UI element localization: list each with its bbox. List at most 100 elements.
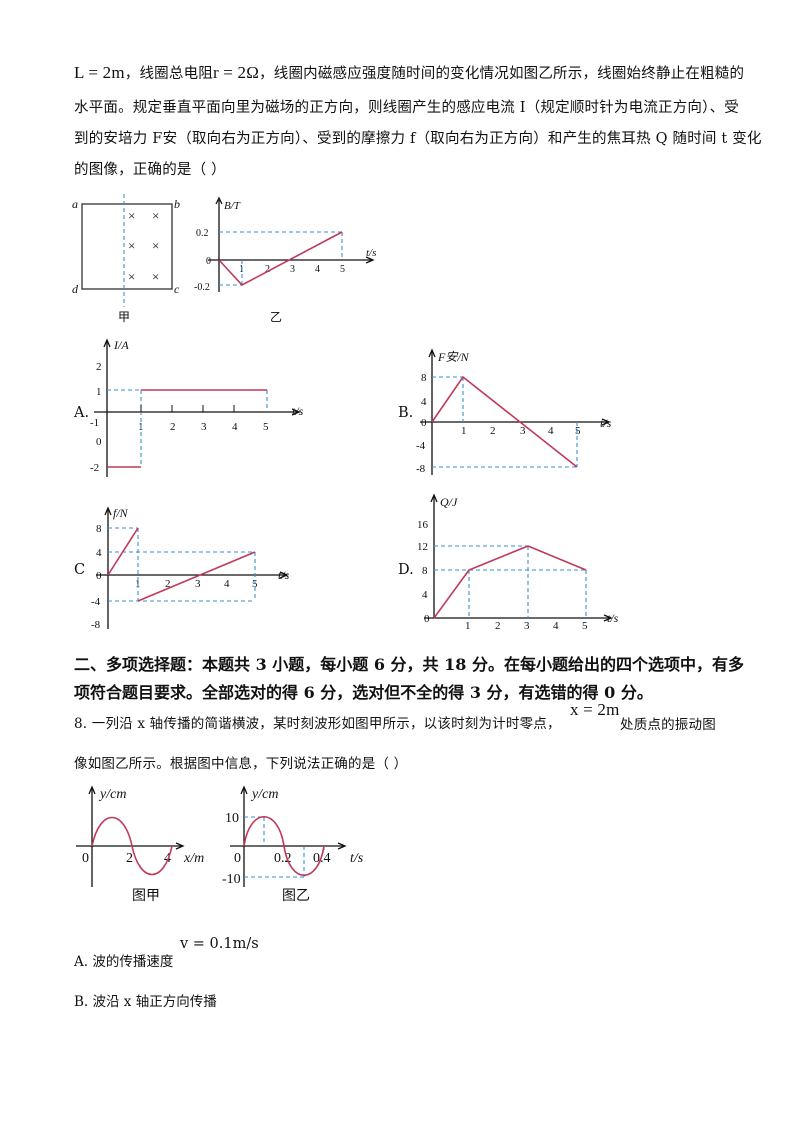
vib-ytick-neg10: -10 bbox=[222, 872, 241, 887]
corner-d: d bbox=[72, 282, 79, 296]
q7-line1-text-d: ，线圈内磁感应强度随时间的变化情况如图乙所示，线圈始终静止在粗糙的 bbox=[259, 66, 745, 82]
fig-jia-caption: 图甲 bbox=[132, 889, 160, 904]
c-xlabel: t/s bbox=[278, 568, 290, 582]
option-a-graph[interactable]: I/A t/s 0 2 1 -1 -2 1 2 3 4 5 bbox=[86, 335, 326, 485]
b-t-curve bbox=[218, 231, 343, 286]
velocity-formula: v = 0.1m/s bbox=[180, 936, 259, 952]
cross-icon: × bbox=[128, 208, 135, 223]
q8-fig-yi: y/cm t/s 0 10 -10 0.2 0.4 图乙 bbox=[222, 785, 364, 904]
q8-line-1: 8. 一列沿 x 轴传播的简谐横波，某时刻波形如图甲所示，以该时刻为计时零点， bbox=[74, 712, 561, 732]
cross-icon: × bbox=[152, 208, 159, 223]
option-c-graph[interactable]: f/N t/s 0 8 4 -4 -8 1 2 3 4 5 bbox=[88, 505, 308, 635]
corner-b: b bbox=[174, 197, 180, 211]
vib-xlabel: t/s bbox=[350, 851, 364, 866]
corner-a: a bbox=[72, 197, 78, 211]
option-a-letter[interactable]: A. bbox=[74, 405, 90, 421]
b-ytick-neg0.2: -0.2 bbox=[194, 282, 210, 293]
a-xtick: 2 bbox=[170, 421, 176, 433]
q7-line1-text-b: ，线圈总电阻 bbox=[124, 66, 213, 82]
d-xtick: 5 bbox=[582, 620, 588, 632]
c-ytick: -8 bbox=[91, 619, 101, 631]
b-opt-ylabel: F安/N bbox=[437, 350, 470, 364]
d-xtick: 3 bbox=[524, 620, 530, 632]
c-ytick: 4 bbox=[96, 547, 102, 559]
d-ylabel: Q/J bbox=[440, 495, 458, 509]
c-ytick: -4 bbox=[91, 596, 101, 608]
b-ytick-0.2: 0.2 bbox=[196, 228, 209, 239]
q7-line-1: L = 2m，线圈总电阻r = 2Ω，线圈内磁感应强度随时间的变化情况如图乙所示… bbox=[74, 62, 744, 83]
b-opt-ytick: -4 bbox=[416, 440, 426, 452]
q8-option-a[interactable]: A. 波的传播速度 bbox=[74, 950, 173, 970]
option-b-letter[interactable]: B. bbox=[398, 405, 414, 421]
q8-option-a-text: A. 波的传播速度 bbox=[74, 954, 174, 970]
q8-line1-text-a: 8. 一列沿 x 轴传播的简谐横波，某时刻波形如图甲所示，以该时刻为计时零点， bbox=[74, 716, 561, 732]
cross-icon: × bbox=[128, 269, 135, 284]
a-ytick: -1 bbox=[90, 417, 99, 429]
wave-xlabel: x/m bbox=[183, 851, 204, 866]
q7-line-3: 到的安培力 F安（取向右为正方向）、受到的摩擦力 f（取向右为正方向）和产生的焦… bbox=[74, 131, 762, 147]
length-formula: L = 2m bbox=[74, 63, 125, 82]
fig-yi-caption: 乙 bbox=[270, 310, 282, 324]
q8-option-a-formula-wrap: v = 0.1m/s bbox=[180, 936, 259, 952]
b-opt-xtick: 1 bbox=[461, 425, 467, 437]
b-xticks: 1 2 3 4 5 bbox=[239, 264, 345, 275]
a-ytick: 1 bbox=[96, 386, 102, 398]
d-xtick: 2 bbox=[495, 620, 501, 632]
vib-origin: 0 bbox=[234, 851, 241, 866]
q8-line1-text-b: 处质点的振动图 bbox=[620, 717, 716, 733]
d-curve bbox=[433, 545, 587, 619]
q7-fig-yi: B/T t/s 0 0.2 -0.2 1 2 3 4 5 乙 bbox=[194, 196, 376, 324]
b-opt-xtick: 3 bbox=[520, 425, 526, 437]
wave-origin: 0 bbox=[82, 851, 89, 866]
q7-line-2: 水平面。规定垂直平面向里为磁场的正方向，则线圈产生的感应电流 I（规定顺时针为电… bbox=[74, 100, 739, 116]
a-ylabel: I/A bbox=[113, 338, 129, 352]
corner-c: c bbox=[174, 282, 180, 296]
wave-xtick-2: 2 bbox=[126, 851, 133, 866]
q8-option-b[interactable]: B. 波沿 x 轴正方向传播 bbox=[74, 994, 217, 1010]
vib-xtick-0.2: 0.2 bbox=[274, 851, 292, 866]
b-opt-xtick: 2 bbox=[490, 425, 496, 437]
q7-fig-jia: a b c d × × × × × × 甲 bbox=[72, 194, 180, 324]
option-d-letter[interactable]: D. bbox=[398, 562, 414, 578]
c-ytick: 8 bbox=[96, 523, 102, 535]
q8-x-formula-wrap: x = 2m bbox=[570, 700, 620, 720]
q8-x-formula: x = 2m bbox=[570, 700, 620, 719]
b-xtick: 2 bbox=[265, 264, 270, 275]
c-segment-1 bbox=[107, 527, 139, 576]
q7-line-4: 的图像，正确的是（ ） bbox=[74, 162, 226, 178]
d-ytick: 4 bbox=[422, 589, 428, 601]
fig-yi-caption: 图乙 bbox=[282, 888, 310, 904]
option-c-letter[interactable]: C bbox=[74, 562, 86, 578]
a-xtick: 4 bbox=[232, 421, 238, 433]
b-opt-ytick: -8 bbox=[416, 463, 426, 475]
coil-square bbox=[81, 203, 173, 290]
option-b-graph[interactable]: F安/N t/s 0 8 4 -4 -8 1 2 3 4 5 bbox=[410, 345, 620, 480]
b-xlabel: t/s bbox=[366, 247, 376, 259]
d-xtick: 4 bbox=[553, 620, 559, 632]
d-xtick: 1 bbox=[465, 620, 471, 632]
vib-ytick-10: 10 bbox=[225, 811, 239, 826]
option-d-graph[interactable]: Q/J t/s 0 16 12 8 4 1 2 3 4 5 bbox=[414, 490, 624, 632]
d-ytick: 12 bbox=[417, 541, 428, 553]
a-ytick: 2 bbox=[96, 361, 102, 373]
d-ytick: 16 bbox=[417, 519, 429, 531]
vib-ylabel: y/cm bbox=[250, 787, 278, 802]
section2-heading-line1: 二、多项选择题：本题共 3 小题，每小题 6 分，共 18 分。在每小题给出的四… bbox=[74, 655, 744, 674]
b-xtick: 4 bbox=[315, 264, 320, 275]
b-xtick: 5 bbox=[340, 264, 345, 275]
cross-icon: × bbox=[152, 269, 159, 284]
d-xlabel: t/s bbox=[607, 611, 619, 625]
q8-fig-jia: y/cm x/m 0 2 4 图甲 bbox=[76, 785, 204, 904]
c-ylabel: f/N bbox=[113, 506, 129, 520]
d-ytick: 8 bbox=[422, 565, 428, 577]
c-xtick: 2 bbox=[165, 578, 171, 590]
vibration-curve bbox=[243, 816, 325, 876]
b-opt-xlabel: t/s bbox=[600, 416, 612, 430]
fig-jia-caption: 甲 bbox=[118, 310, 130, 324]
a-origin: 0 bbox=[96, 436, 102, 448]
b-origin: 0 bbox=[206, 256, 211, 267]
b-ylabel: B/T bbox=[224, 200, 241, 212]
b-opt-xtick: 5 bbox=[575, 425, 581, 437]
a-xlabel: t/s bbox=[292, 404, 304, 418]
magnetic-field-crosses: × × × × × × bbox=[128, 208, 159, 284]
